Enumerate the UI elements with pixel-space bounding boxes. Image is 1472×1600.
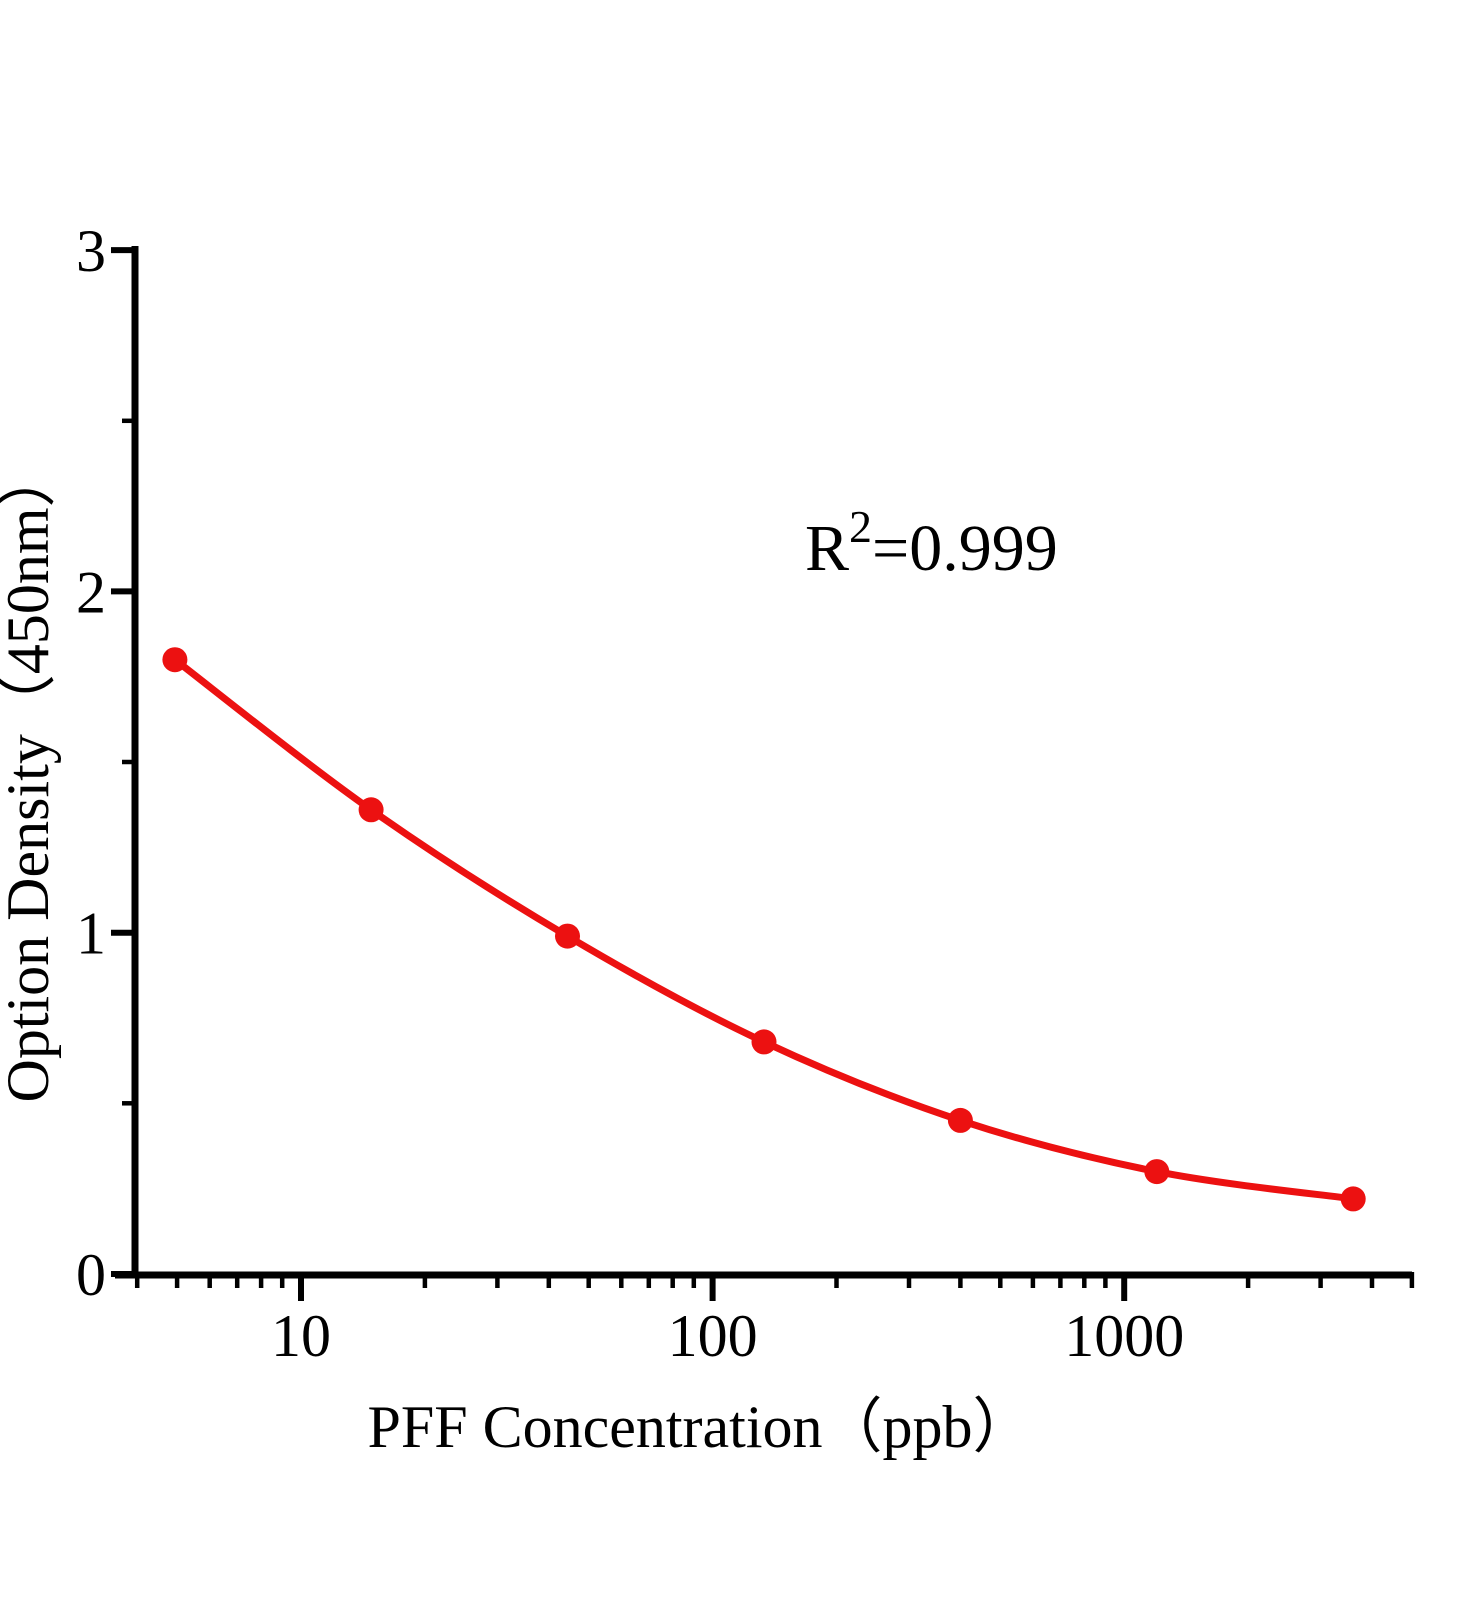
ticks-layer (111, 247, 1415, 1301)
r-squared-value: =0.999 (872, 512, 1058, 585)
tick-labels-layer: 10 100 1000 0 1 2 3 (76, 218, 1184, 1369)
r-squared-annotation: R2=0.999 (805, 501, 1058, 585)
x-axis-tick-label: 10 (271, 1303, 331, 1369)
r-squared-base: R (805, 512, 849, 585)
y-axis-tick-label: 2 (76, 559, 106, 625)
y-axis-tick-label: 1 (76, 901, 106, 967)
y-axis-tick-label: 0 (76, 1242, 106, 1308)
r-squared-exponent: 2 (849, 501, 872, 552)
standard-curve-line (171, 656, 1357, 1203)
series-layer (162, 647, 1366, 1212)
y-axis-title: Option Density（450nm） (0, 448, 61, 1103)
data-point (358, 797, 384, 823)
x-axis-tick-label: 1000 (1064, 1303, 1184, 1369)
data-point (751, 1029, 777, 1055)
data-point (162, 647, 188, 673)
data-point (1144, 1159, 1170, 1185)
y-axis-tick-label: 3 (76, 218, 106, 284)
data-point (555, 923, 580, 949)
x-axis-tick-label: 100 (668, 1303, 758, 1369)
data-point (1340, 1186, 1366, 1212)
x-axis-title: PFF Concentration（ppb） (367, 1394, 1032, 1460)
data-point (947, 1107, 973, 1133)
